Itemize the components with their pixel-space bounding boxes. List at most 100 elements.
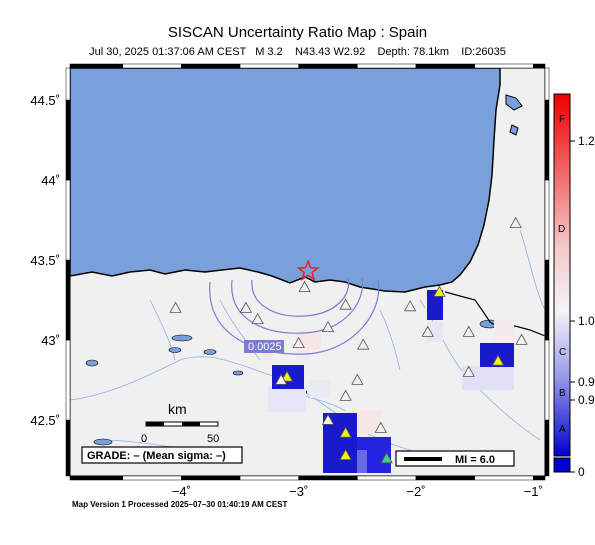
frame-segment xyxy=(65,99,71,181)
grade-text: GRADE: – (Mean sigma: –) xyxy=(87,450,226,462)
frame-segment xyxy=(65,179,71,261)
colorbar-value-1-0: 1.0 xyxy=(578,314,595,328)
contour-label-box xyxy=(244,340,284,353)
colorbar: F D C B A 1.2 1.0 0.9 0.9 0 xyxy=(553,93,595,479)
colorbar-value-0: 0 xyxy=(578,465,585,479)
latitude-labels: 42.5˚ 43˚ 43.5˚ 44˚ 44.5˚ xyxy=(30,93,60,428)
station-triangle-icon xyxy=(421,325,434,337)
event-info: Jul 30, 2025 01:37:06 AM CEST M 3.2 N43.… xyxy=(89,46,506,58)
map-footer: Map Version 1 Processed 2025–07–30 01:40… xyxy=(72,500,288,509)
latitude-tick-label: 43˚ xyxy=(41,333,60,348)
frame-segment xyxy=(544,259,550,341)
station-triangle-icon xyxy=(239,301,253,313)
epicenter-star-icon xyxy=(296,259,320,282)
colorbar-value-1-2: 1.2 xyxy=(578,134,595,148)
frame-segment xyxy=(65,67,71,101)
scale-bar: km 0 50 xyxy=(141,401,219,445)
station-triangle-icon xyxy=(357,338,370,350)
station-triangle-icon xyxy=(374,421,387,433)
frame-segment xyxy=(65,339,71,421)
frame-segment xyxy=(533,475,546,481)
station-triangle-icon xyxy=(339,448,352,461)
frame-segment xyxy=(298,475,358,481)
latitude-tick-label: 43.5˚ xyxy=(30,253,60,268)
scale-tick-0: 0 xyxy=(141,433,147,445)
mi-legend-line xyxy=(404,457,442,461)
mi-legend-box xyxy=(395,450,515,467)
border-line xyxy=(437,289,545,337)
frame-segment xyxy=(181,63,241,69)
station-triangle-icon xyxy=(403,300,417,312)
station-triangle-icon xyxy=(292,336,305,349)
station-triangle-icon xyxy=(280,370,294,382)
mi-legend-text: MI = 6.0 xyxy=(455,454,495,466)
grade-box xyxy=(81,446,243,464)
latitude-tick-label: 44.5˚ xyxy=(30,93,60,108)
longitude-tick-label: −1˚ xyxy=(524,484,543,499)
coastal-lagoon xyxy=(509,124,519,136)
frame-segment xyxy=(357,63,417,69)
longitude-tick-label: −2˚ xyxy=(406,484,425,499)
frame-segment xyxy=(69,475,124,481)
colorbar-value-0-9a: 0.9 xyxy=(578,375,595,389)
frame-segment xyxy=(239,475,299,481)
station-triangle-icon xyxy=(321,413,335,425)
station-triangle-icon xyxy=(433,285,446,297)
station-triangle-icon xyxy=(321,320,335,333)
frame-segment xyxy=(415,63,475,69)
station-triangle-icon xyxy=(339,426,352,438)
coastal-lagoon xyxy=(505,94,523,111)
frame-segment xyxy=(544,99,550,181)
latitude-tick-label: 42.5˚ xyxy=(30,413,60,428)
station-triangle-icon xyxy=(169,301,182,313)
frame-segment xyxy=(122,63,182,69)
station-triangle-icon xyxy=(339,298,352,310)
station-triangle-icon xyxy=(351,373,364,385)
scale-tick-50: 50 xyxy=(207,433,219,445)
station-triangle-icon xyxy=(380,452,393,464)
frame-segment xyxy=(544,419,550,477)
station-triangle-icon xyxy=(509,216,522,229)
grade-B: B xyxy=(559,388,566,399)
frame-segment xyxy=(474,475,534,481)
frame-segment xyxy=(65,419,71,477)
stations-layer xyxy=(169,216,528,464)
frame-segment xyxy=(181,475,241,481)
frame-segment xyxy=(544,67,550,101)
reservoirs xyxy=(85,319,501,446)
scale-unit: km xyxy=(168,401,187,417)
frame-segment xyxy=(474,63,534,69)
frame-segment xyxy=(122,475,182,481)
longitude-tick-label: −3˚ xyxy=(289,484,308,499)
latitude-tick-label: 44˚ xyxy=(41,173,60,188)
station-triangle-icon xyxy=(298,280,311,293)
grade-A: A xyxy=(559,424,566,435)
grade-C: C xyxy=(559,347,566,358)
colorbar-value-0-9b: 0.9 xyxy=(578,393,595,407)
station-triangle-icon xyxy=(251,312,264,325)
frame-segment xyxy=(533,63,546,69)
frame-border xyxy=(65,63,550,481)
station-triangle-icon xyxy=(274,373,288,385)
uncertainty-contours xyxy=(209,277,380,355)
sea-area xyxy=(70,68,501,293)
station-triangle-icon xyxy=(462,325,475,337)
map-title: SISCAN Uncertainty Ratio Map : Spain xyxy=(167,24,428,41)
station-triangle-icon xyxy=(339,389,352,401)
station-triangle-icon xyxy=(515,333,528,345)
station-triangle-icon xyxy=(491,354,505,366)
contour-label: 0.0025 xyxy=(248,341,282,353)
grade-D: D xyxy=(558,224,565,235)
station-triangle-icon xyxy=(462,365,475,377)
frame-segment xyxy=(415,475,475,481)
frame-segment xyxy=(357,475,417,481)
frame-segment xyxy=(65,259,71,341)
frame-segment xyxy=(544,179,550,261)
frame-segment xyxy=(239,63,299,69)
longitude-tick-label: −4˚ xyxy=(172,484,191,499)
frame-segment xyxy=(298,63,358,69)
grade-F: F xyxy=(559,114,565,125)
longitude-labels: −4˚ −3˚ −2˚ −1˚ xyxy=(172,484,543,499)
frame-segment xyxy=(69,63,124,69)
